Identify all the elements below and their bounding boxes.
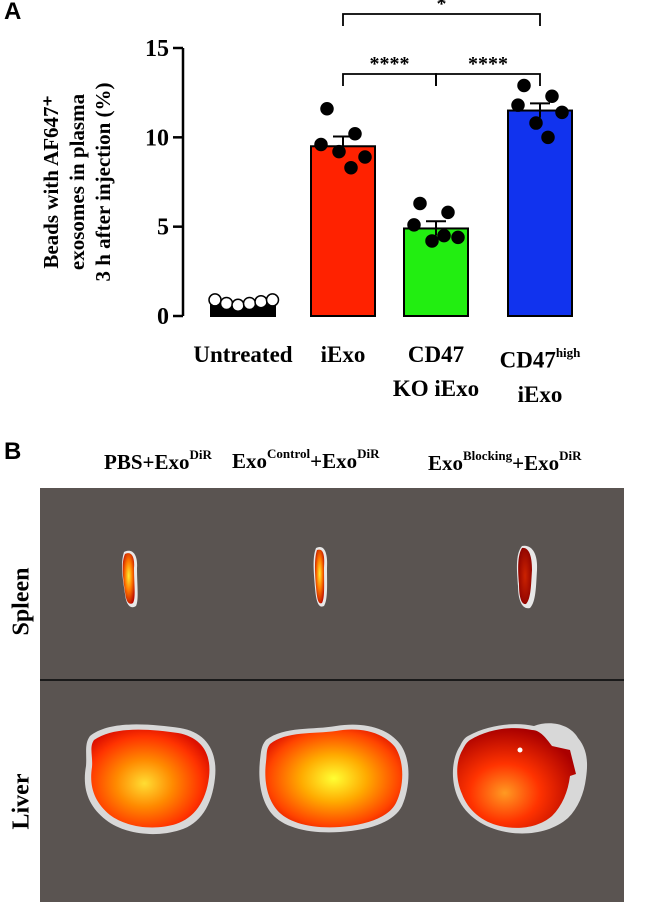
data-point: [314, 137, 328, 152]
row-label-spleen: Spleen: [8, 567, 35, 636]
data-point: [407, 218, 421, 232]
column-label-blocking-text2: +Exo: [512, 451, 560, 475]
category-label-line: Untreated: [153, 338, 333, 372]
data-point: [545, 89, 559, 103]
category-label-text: iExo: [320, 342, 366, 367]
data-point: [413, 196, 427, 211]
column-label-control: ExoControl+ExoDiR: [232, 446, 380, 474]
category-label-line: KO iExo: [346, 372, 526, 406]
liver-image-pbs: [84, 724, 216, 835]
data-point: [348, 127, 362, 141]
category-label: CD47 KO iExo: [346, 338, 526, 406]
category-label-sup: high: [555, 345, 581, 360]
ex-vivo-imaging-panel: [40, 488, 624, 902]
significance-brackets: ***** ****: [342, 0, 541, 86]
significance-bracket: [435, 73, 541, 86]
y-axis-label-line: Beads with AF647⁺: [39, 95, 63, 268]
spleen-image-control: [313, 546, 328, 607]
y-axis-label-line: exosomes in plasma: [65, 93, 89, 270]
y-tick-label: 10: [145, 125, 169, 151]
liver-image-control: [259, 724, 409, 833]
data-point: [441, 205, 455, 220]
significance-bracket: [342, 13, 541, 26]
column-label-pbs: PBS+ExoDiR: [104, 447, 212, 475]
category-label-line: CD47: [346, 338, 526, 372]
bar-chart: Beads with AF647⁺ exosomes in plasma 3 h a…: [39, 0, 573, 330]
significance-bracket: [342, 73, 437, 86]
liver-image-blocking: [452, 723, 588, 834]
category-label-text: CD47: [499, 347, 556, 373]
category-label-line: iExo: [450, 378, 630, 412]
axes: 0 5 10 15: [145, 36, 185, 330]
data-point: [451, 230, 465, 245]
y-tick-label: 15: [145, 36, 169, 62]
y-tick-label: 0: [157, 304, 169, 330]
imaging-svg: [40, 545, 624, 835]
data-point: [242, 296, 257, 311]
data-point: [344, 160, 358, 175]
panel-a-letter: A: [4, 0, 22, 25]
category-label-line: iExo: [253, 338, 433, 372]
data-point: [511, 98, 525, 112]
column-label-blocking-sup: Blocking: [463, 448, 513, 463]
category-label: iExo: [253, 338, 433, 372]
data-point: [332, 144, 346, 159]
category-label-line: CD47high: [450, 338, 630, 378]
spleen-image-blocking: [516, 545, 538, 609]
data-point: [320, 101, 334, 116]
y-axis-label-line: 3 h after injection (%): [91, 82, 115, 281]
y-axis-label: Beads with AF647⁺ exosomes in plasma 3 h a…: [39, 82, 115, 281]
column-label-control-sup2: DiR: [357, 446, 380, 461]
data-point: [231, 298, 245, 313]
data-point: [517, 78, 531, 93]
data-point: [219, 296, 234, 311]
column-label-control-text: Exo: [232, 449, 268, 473]
row-label-liver: Liver: [8, 773, 35, 830]
data-point: [529, 116, 543, 130]
category-label: CD47high iExo: [450, 338, 630, 412]
category-label: Untreated: [153, 338, 333, 372]
column-label-blocking-sup2: DiR: [559, 448, 582, 463]
significance-label: ****: [370, 53, 410, 75]
y-tick-label: 5: [157, 215, 169, 241]
category-label-text: Untreated: [193, 342, 293, 367]
column-label-blocking-text: Exo: [428, 451, 464, 475]
panel-b-letter: B: [4, 438, 22, 465]
significance-label: ****: [468, 53, 508, 75]
data-point: [208, 293, 222, 307]
column-label-blocking: ExoBlocking+ExoDiR: [428, 448, 582, 476]
bar: [310, 145, 376, 317]
data-point: [254, 294, 268, 309]
category-label-text: iExo: [517, 381, 563, 407]
bar: [507, 109, 573, 317]
column-label-control-text2: +Exo: [310, 449, 358, 473]
data-point: [555, 105, 569, 120]
bars: [208, 78, 573, 318]
significance-label: *: [437, 0, 447, 15]
data-point: [358, 150, 372, 164]
column-label-pbs-sup: DiR: [189, 447, 212, 462]
spleen-image-pbs: [122, 550, 138, 608]
column-label-control-sup: Control: [267, 446, 311, 461]
data-point: [265, 293, 280, 307]
category-label-text: CD47: [407, 342, 465, 367]
data-point: [437, 228, 451, 243]
category-label-text: KO iExo: [392, 376, 480, 401]
data-point: [425, 234, 439, 248]
data-point: [541, 130, 555, 145]
column-label-pbs-text: PBS+Exo: [104, 450, 190, 474]
